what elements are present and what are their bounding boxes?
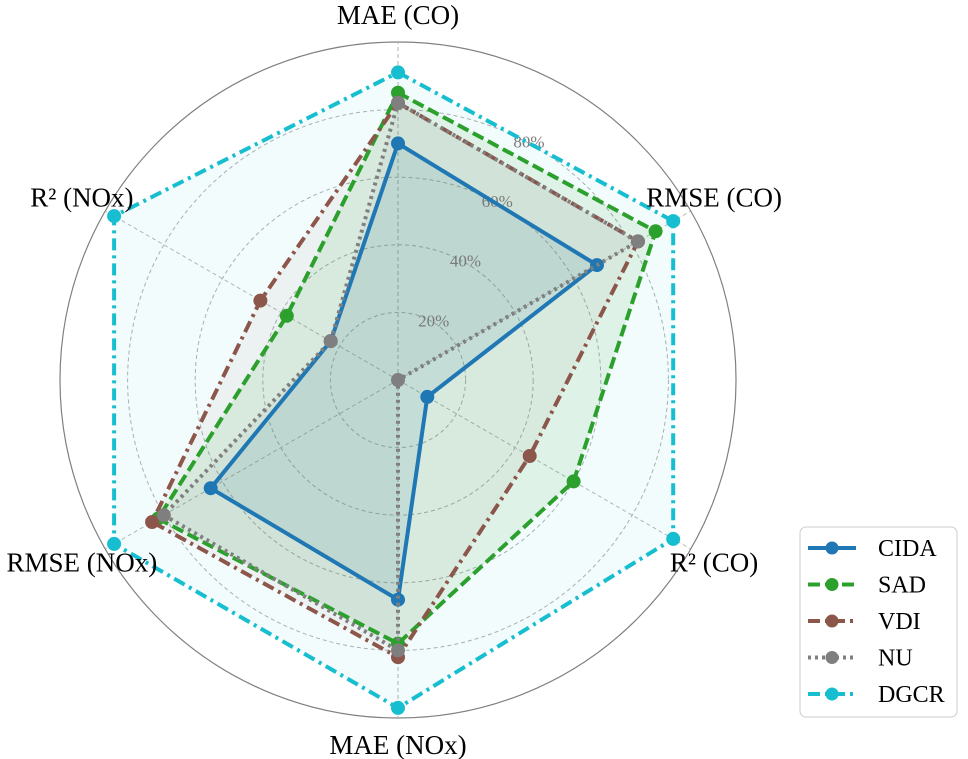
legend-marker-nu bbox=[825, 651, 839, 664]
legend-marker-sad bbox=[825, 578, 839, 591]
point-nu-2 bbox=[631, 234, 645, 249]
radial-tick-label: 40% bbox=[450, 252, 481, 271]
series-lines bbox=[107, 65, 681, 715]
point-dgcr-6 bbox=[107, 209, 122, 224]
point-cida-4 bbox=[391, 592, 405, 607]
axis-label-4: MAE (NOx) bbox=[329, 730, 466, 759]
point-dgcr-5 bbox=[107, 536, 122, 551]
series-fill-sad bbox=[158, 92, 656, 644]
point-dgcr-2 bbox=[666, 214, 681, 229]
point-sad-2 bbox=[648, 224, 663, 239]
legend-label-vdi: VDI bbox=[878, 609, 921, 635]
point-nu-4 bbox=[391, 643, 405, 658]
grid-circle-4 bbox=[127, 109, 669, 651]
series-fill-dgcr bbox=[114, 72, 674, 708]
point-cida-5 bbox=[203, 481, 218, 496]
point-cida-1 bbox=[391, 136, 405, 151]
series-fills bbox=[114, 72, 674, 708]
point-nu-6 bbox=[323, 334, 338, 349]
legend-marker-vdi bbox=[825, 614, 839, 628]
legend-label-sad: SAD bbox=[878, 573, 926, 599]
point-dgcr-4 bbox=[391, 700, 405, 715]
radial-tick-label: 60% bbox=[482, 192, 513, 211]
radial-tick-label: 20% bbox=[418, 311, 449, 330]
legend-label-dgcr: DGCR bbox=[878, 682, 945, 708]
point-sad-3 bbox=[566, 474, 581, 489]
legend-marker-dgcr bbox=[825, 687, 839, 701]
axis-label-3: R² (CO) bbox=[670, 548, 758, 578]
legend-marker-cida bbox=[825, 541, 839, 555]
grid-circle-1 bbox=[329, 311, 467, 449]
point-cida-3 bbox=[420, 389, 435, 404]
point-vdi-3 bbox=[522, 449, 537, 463]
legend-label-cida: CIDA bbox=[878, 536, 937, 562]
legend: CIDA SAD VDI NU DGCR bbox=[799, 526, 958, 718]
point-vdi-5 bbox=[145, 515, 160, 529]
point-sad-6 bbox=[279, 308, 294, 323]
point-nu-5 bbox=[156, 508, 171, 523]
legend-frame bbox=[799, 526, 958, 718]
point-nu-3 bbox=[391, 373, 405, 387]
spoke-3 bbox=[397, 379, 691, 550]
series-fill-cida bbox=[210, 143, 597, 600]
point-nu-1 bbox=[391, 95, 405, 110]
legend-label-nu: NU bbox=[878, 646, 913, 672]
axis-labels: MAE (CO) RMSE (CO) R² (CO) MAE (NOx) RMSE (N… bbox=[7, 0, 782, 759]
axis-label-2: RMSE (CO) bbox=[646, 183, 782, 213]
spoke-6 bbox=[105, 210, 399, 381]
point-dgcr-3 bbox=[666, 531, 681, 546]
axis-label-1: MAE (CO) bbox=[337, 0, 459, 30]
axis-label-6: R² (NOx) bbox=[30, 183, 133, 213]
point-dgcr-1 bbox=[391, 65, 405, 80]
point-vdi-6 bbox=[253, 293, 268, 308]
axis-label-5: RMSE (NOx) bbox=[7, 548, 158, 578]
